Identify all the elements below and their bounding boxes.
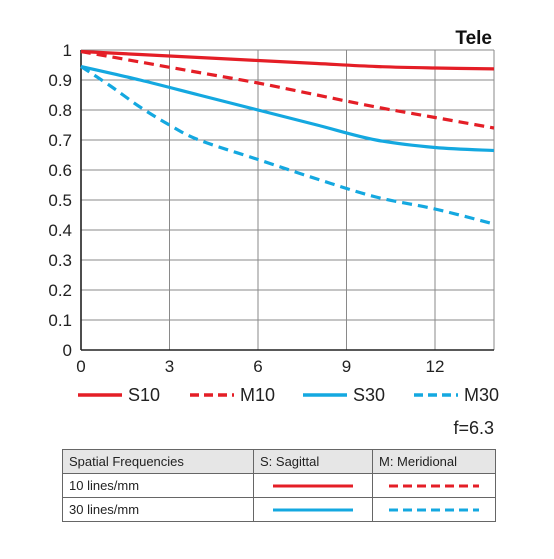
- frequency-table: Spatial Frequencies S: Sagittal M: Merid…: [62, 449, 496, 522]
- table-swatch-meridional-10: [389, 484, 479, 487]
- x-tick-label: 9: [342, 357, 351, 376]
- table-sagittal-cell: [253, 497, 373, 522]
- x-tick-label: 12: [426, 357, 445, 376]
- table-row: 30 lines/mm: [62, 497, 496, 522]
- x-tick-label: 0: [76, 357, 85, 376]
- table-swatch-meridional-30: [389, 508, 479, 511]
- series-line-s30: [80, 64, 495, 153]
- legend-label-s10: S10: [128, 384, 161, 405]
- legend-item-s30: S30: [303, 382, 385, 408]
- y-tick-label: 0.9: [48, 71, 72, 90]
- series-line-s10: [80, 49, 495, 71]
- table-row-label: 30 lines/mm: [62, 497, 254, 522]
- legend-swatch-m10: [190, 393, 234, 397]
- y-tick-label: 1: [63, 41, 72, 60]
- x-tick-label: 3: [165, 357, 174, 376]
- y-tick-label: 0.6: [48, 161, 72, 180]
- table-header-cell: M: Meridional: [372, 449, 496, 474]
- table-swatch-sagittal-30: [273, 508, 353, 511]
- mtf-chart: 0 0.1 0.2 0.3 0.4 0.5 0.6 0.7 0.8 0.9 1 0 3 6 9 12 Tele: [48, 28, 495, 376]
- x-tick-label: 6: [253, 357, 262, 376]
- legend-label-m30: M30: [464, 384, 500, 405]
- legend-swatch-m30: [414, 393, 458, 397]
- table-row-label: 10 lines/mm: [62, 473, 254, 498]
- legend-label-s30: S30: [353, 384, 386, 405]
- table-row: 10 lines/mm: [62, 473, 496, 498]
- legend-item-m30: M30: [414, 382, 499, 408]
- legend-item-m10: M10: [190, 382, 275, 408]
- legend: S10 M10 S30 M30: [78, 382, 499, 408]
- table-meridional-cell: [372, 473, 496, 498]
- chart-series: [80, 49, 495, 226]
- y-tick-label: 0.7: [48, 131, 72, 150]
- table-sagittal-cell: [253, 473, 373, 498]
- series-line-m30: [80, 65, 495, 226]
- table-swatch-sagittal-10: [273, 484, 353, 487]
- table-header-cell: S: Sagittal: [253, 449, 373, 474]
- table-header-row: Spatial Frequencies S: Sagittal M: Merid…: [62, 449, 496, 474]
- y-tick-label: 0.8: [48, 101, 72, 120]
- chart-labels: 0 0.1 0.2 0.3 0.4 0.5 0.6 0.7 0.8 0.9 1 0 3 6 9 12: [48, 41, 444, 376]
- chart-grid: [80, 49, 495, 351]
- series-line-m10: [80, 49, 495, 130]
- table-header-cell: Spatial Frequencies: [62, 449, 254, 474]
- legend-swatch-s10: [78, 393, 122, 397]
- legend-swatch-s30: [303, 393, 347, 397]
- table-meridional-cell: [372, 497, 496, 522]
- y-tick-label: 0.2: [48, 281, 72, 300]
- y-tick-label: 0.1: [48, 311, 72, 330]
- chart-title: Tele: [455, 28, 492, 49]
- y-tick-label: 0.3: [48, 251, 72, 270]
- aperture-label: f=6.3: [453, 418, 494, 438]
- legend-item-s10: S10: [78, 382, 160, 408]
- y-tick-label: 0.4: [48, 221, 72, 240]
- y-tick-label: 0.5: [48, 191, 72, 210]
- legend-label-m10: M10: [240, 384, 276, 405]
- y-tick-label: 0: [63, 341, 72, 360]
